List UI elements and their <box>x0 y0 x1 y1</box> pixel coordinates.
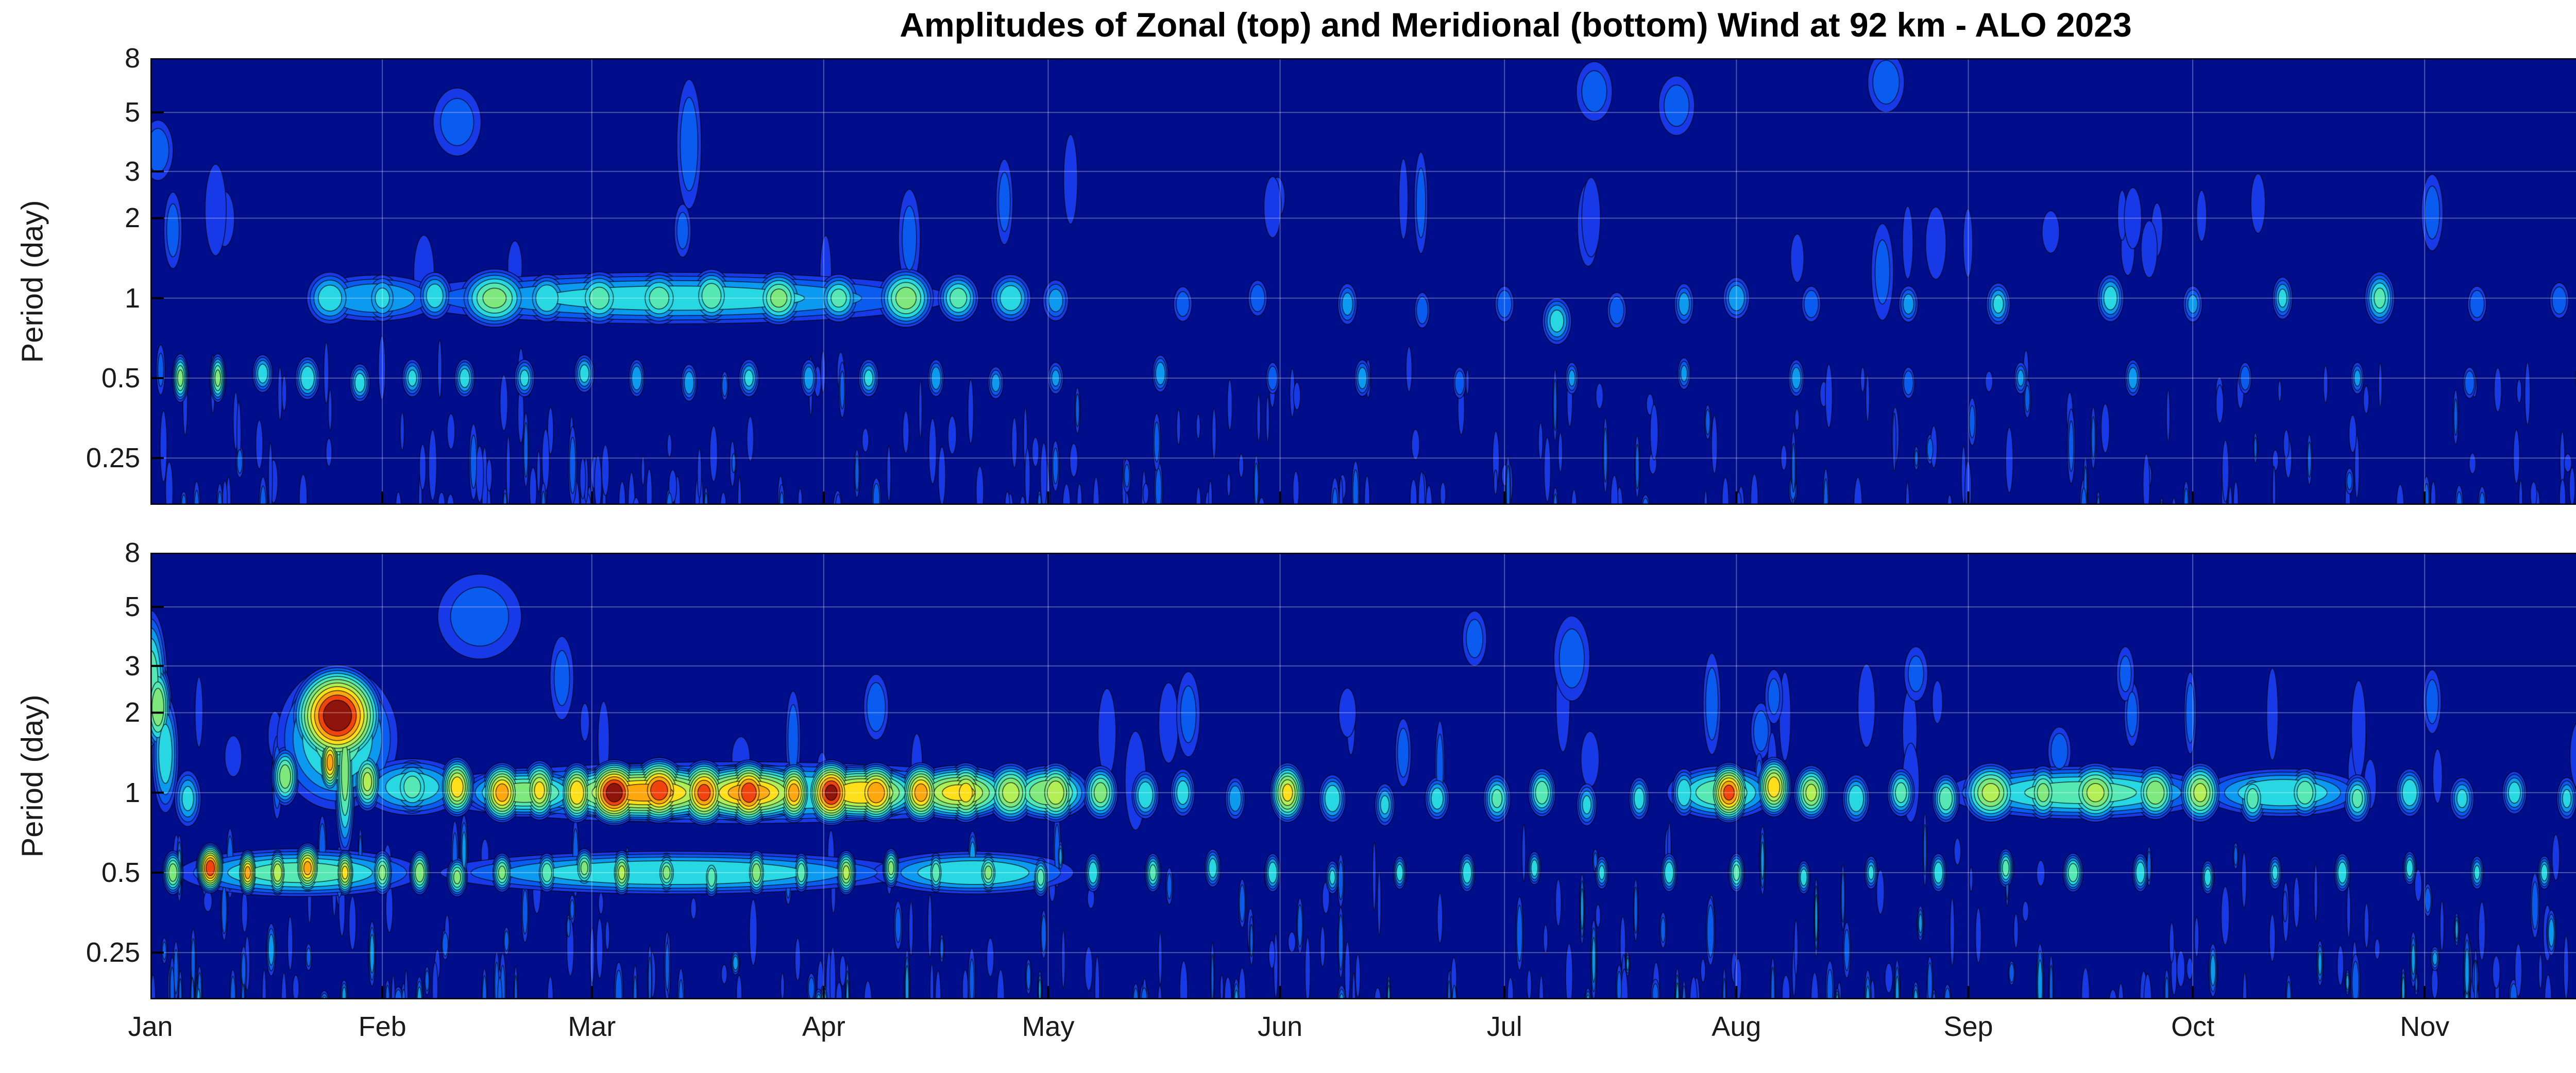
x-tick-month-Mar: Mar <box>568 1011 616 1042</box>
y-tick-meridional-8: 8 <box>124 537 140 568</box>
x-tick-month-Aug: Aug <box>1711 1011 1761 1042</box>
y-axis-label-bottom-text: Period (day) <box>15 694 49 858</box>
y-tick-meridional-3: 3 <box>124 650 140 682</box>
y-tick-meridional-5: 5 <box>124 591 140 623</box>
x-tick-month-Apr: Apr <box>802 1011 845 1042</box>
zonal-contour-plot <box>142 51 2576 546</box>
figure-title: Amplitudes of Zonal (top) and Meridional… <box>900 6 2132 44</box>
y-tick-meridional-2: 2 <box>124 697 140 728</box>
y-tick-zonal-2: 2 <box>124 202 140 234</box>
y-tick-zonal-0.5: 0.5 <box>101 362 140 394</box>
x-tick-month-Jul: Jul <box>1486 1011 1522 1042</box>
meridional-contour-plot <box>133 551 2576 1046</box>
y-tick-zonal-8: 8 <box>124 43 140 74</box>
x-tick-month-Jan: Jan <box>128 1011 173 1042</box>
meridional-wind-spectrogram-panel <box>133 551 2576 1046</box>
y-tick-meridional-0.5: 0.5 <box>101 857 140 888</box>
x-tick-month-May: May <box>1022 1011 1075 1042</box>
y-tick-zonal-5: 5 <box>124 97 140 128</box>
y-tick-zonal-1: 1 <box>124 282 140 314</box>
y-tick-zonal-3: 3 <box>124 156 140 187</box>
y-tick-meridional-0.25: 0.25 <box>86 937 140 968</box>
y-tick-zonal-0.25: 0.25 <box>86 442 140 474</box>
y-tick-meridional-1: 1 <box>124 777 140 808</box>
y-axis-label-top-text: Period (day) <box>15 200 49 363</box>
y-axis-label-top: Period (day) <box>4 58 61 505</box>
x-tick-month-Nov: Nov <box>2400 1011 2450 1042</box>
x-tick-month-Jun: Jun <box>1258 1011 1303 1042</box>
x-tick-month-Oct: Oct <box>2171 1011 2215 1042</box>
y-axis-label-bottom: Period (day) <box>4 553 61 999</box>
zonal-wind-spectrogram-panel <box>142 51 2576 546</box>
x-tick-month-Feb: Feb <box>358 1011 406 1042</box>
x-tick-month-Sep: Sep <box>1943 1011 1993 1042</box>
